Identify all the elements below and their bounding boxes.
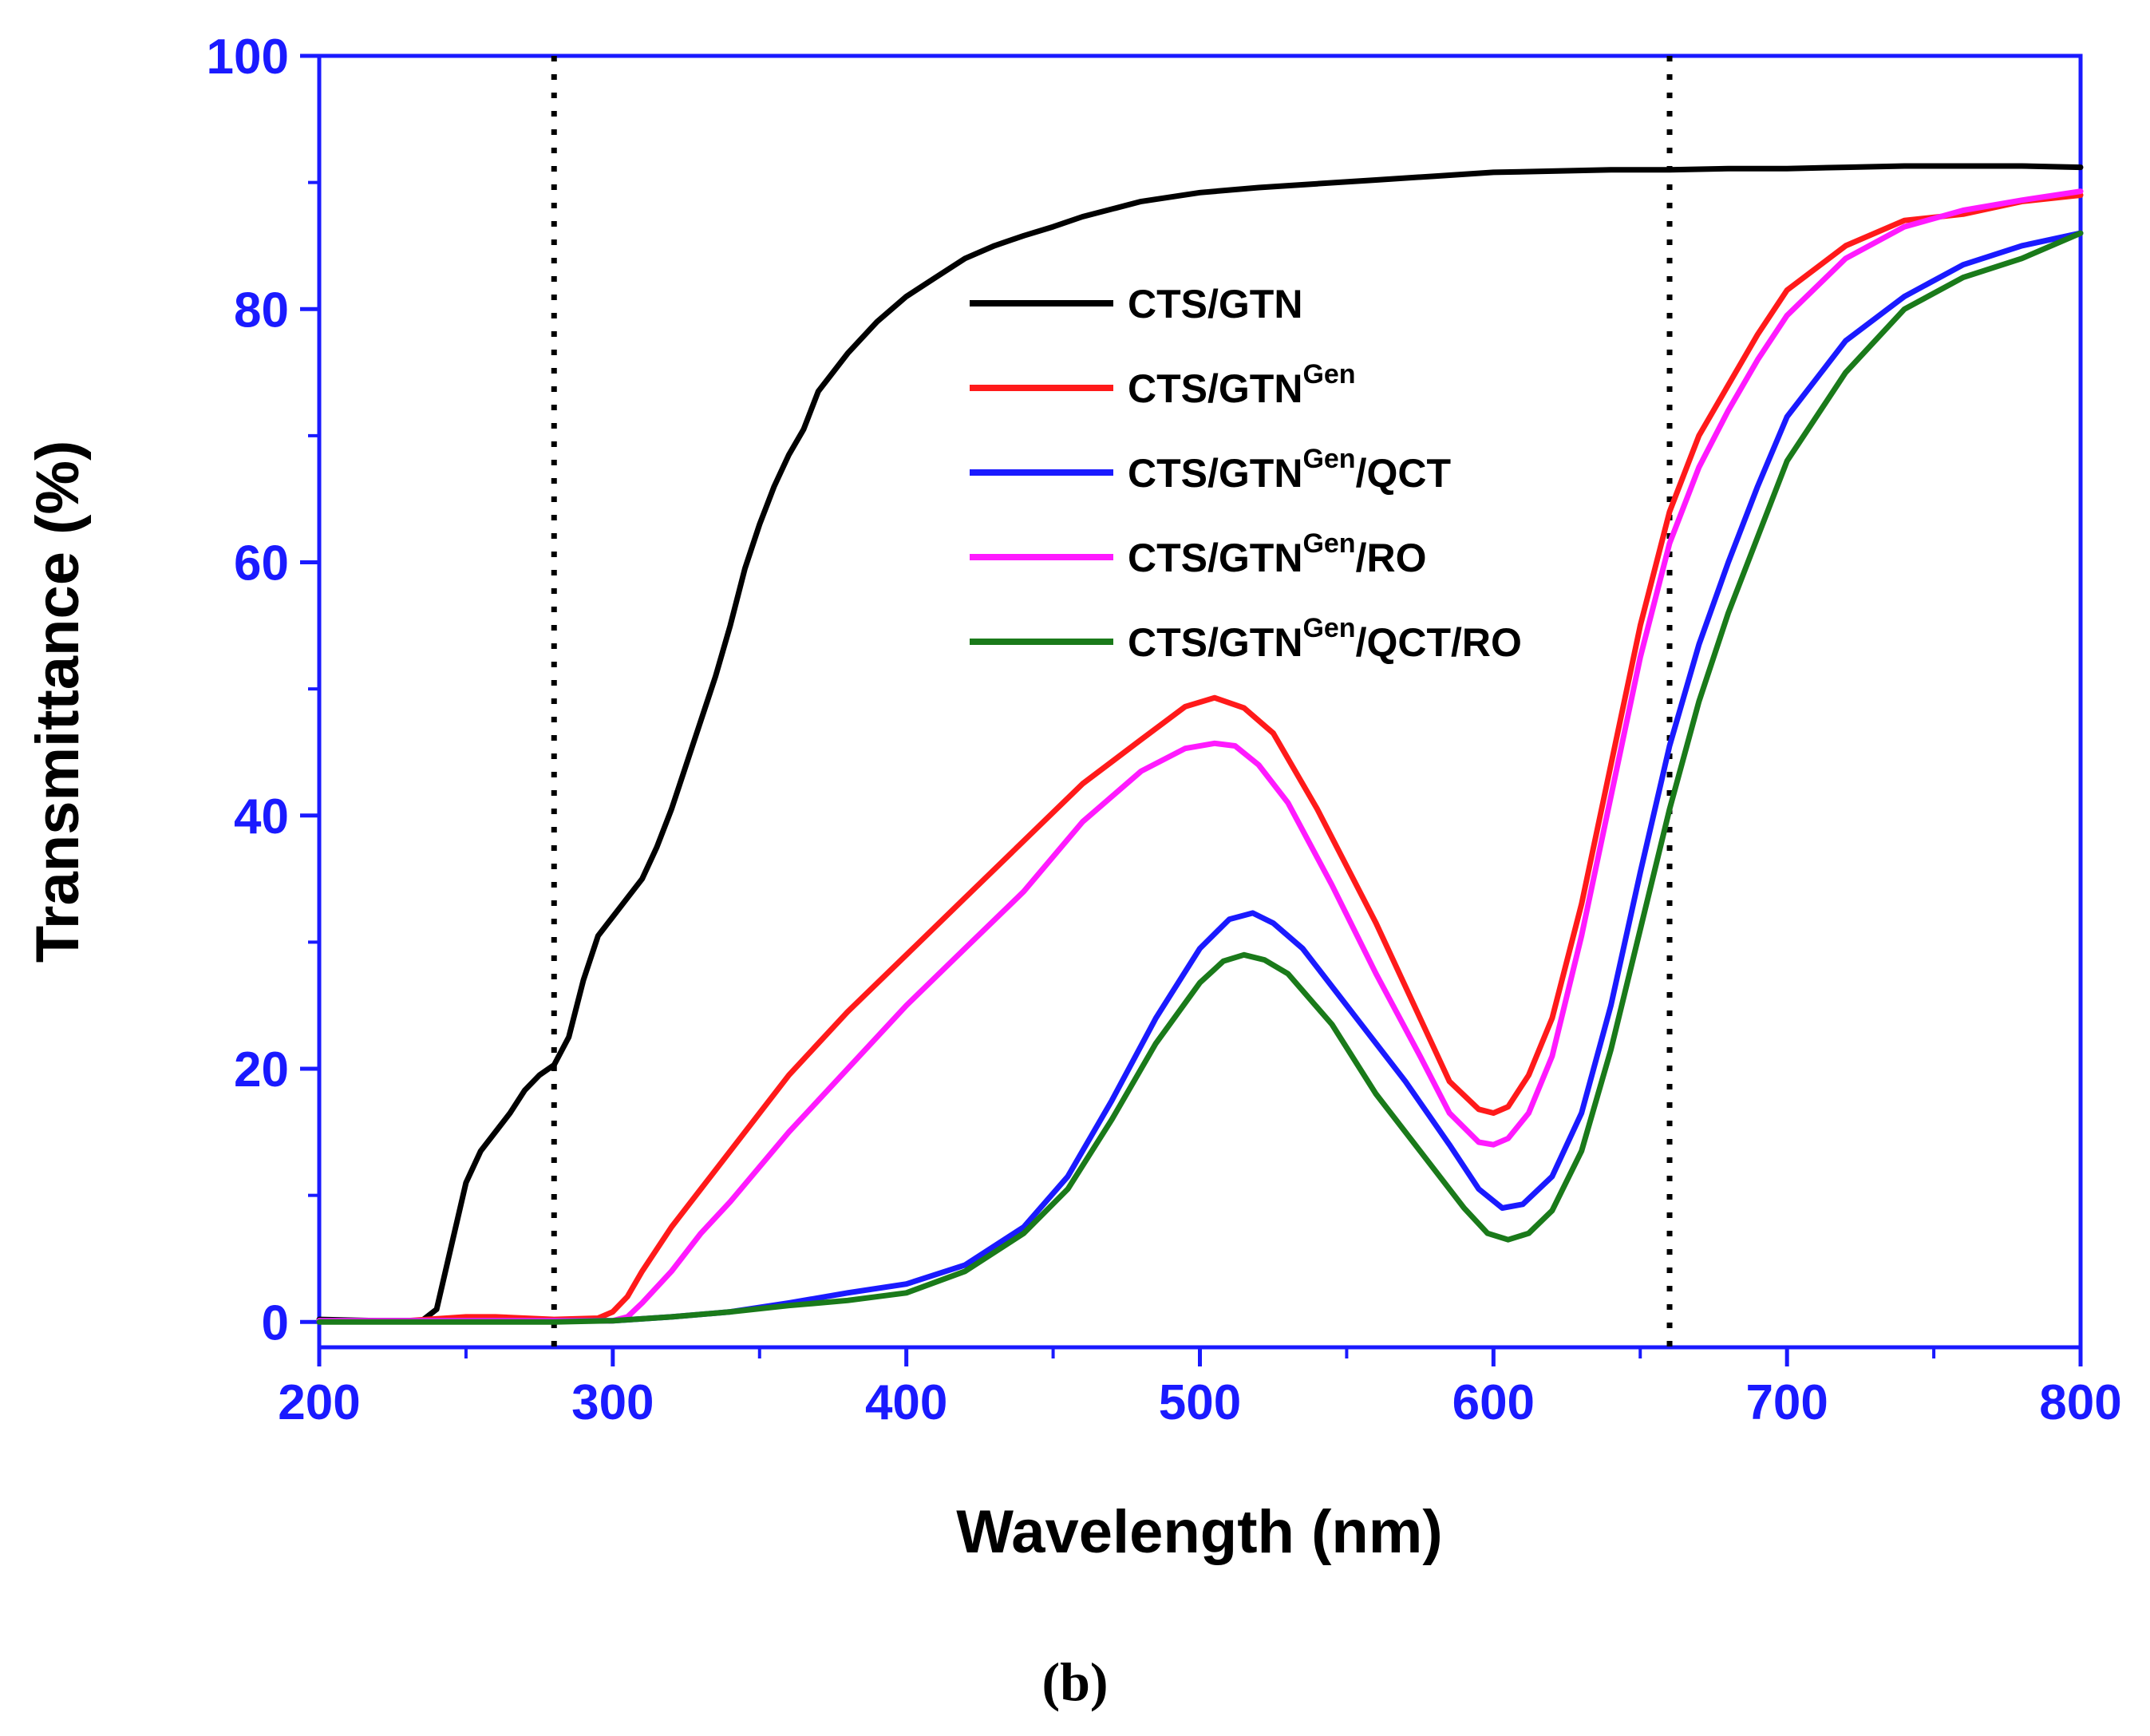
series-line <box>316 192 2084 1324</box>
y-axis-ticks: 0 20 40 60 80 100 <box>207 30 319 1350</box>
x-tick-label: 800 <box>2039 1375 2121 1430</box>
x-axis-ticks: 200 300 400 500 600 700 800 <box>278 1347 2122 1430</box>
x-axis-title: Wavelength (nm) <box>956 1498 1442 1566</box>
legend-label-superscript: Gen <box>1302 359 1355 390</box>
legend-label-suffix: /QCT/RO <box>1356 620 1522 665</box>
legend-label-base: CTS/GTN <box>1128 536 1302 580</box>
legend-label-base: CTS/GTN <box>1128 620 1302 665</box>
x-tick-label: 600 <box>1452 1375 1535 1430</box>
x-tick-label: 200 <box>278 1375 360 1430</box>
legend-label-base: CTS/GTN <box>1128 282 1302 326</box>
y-tick-label: 60 <box>234 536 289 591</box>
data-series <box>316 163 2084 1325</box>
legend-label: CTS/GTNGen/QCT/RO <box>1128 613 1522 665</box>
y-tick-label: 40 <box>234 789 289 844</box>
y-axis-title: Transmittance (%) <box>24 441 92 963</box>
y-tick-label: 20 <box>234 1042 289 1097</box>
y-tick-label: 0 <box>262 1295 289 1350</box>
legend-label-base: CTS/GTN <box>1128 451 1302 496</box>
legend: CTS/GTNCTS/GTNGenCTS/GTNGen/QCTCTS/GTNGe… <box>970 282 1522 665</box>
x-tick-label: 500 <box>1159 1375 1241 1430</box>
series-line <box>316 230 2084 1325</box>
legend-label-base: CTS/GTN <box>1128 366 1302 411</box>
legend-label-superscript: Gen <box>1302 444 1355 474</box>
legend-label-suffix: /QCT <box>1356 451 1451 496</box>
figure-caption: (b) <box>1041 1651 1108 1712</box>
legend-label: CTS/GTNGen/RO <box>1128 528 1426 580</box>
legend-label-superscript: Gen <box>1302 613 1355 643</box>
legend-label: CTS/GTN <box>1128 282 1302 326</box>
series-line <box>316 163 2084 1324</box>
series-line <box>316 188 2084 1324</box>
x-tick-label: 400 <box>865 1375 947 1430</box>
legend-label-superscript: Gen <box>1302 528 1355 559</box>
x-tick-label: 700 <box>1745 1375 1828 1430</box>
legend-label: CTS/GTNGen <box>1128 359 1356 411</box>
x-tick-label: 300 <box>571 1375 654 1430</box>
series-line <box>316 230 2084 1324</box>
y-tick-label: 100 <box>207 30 289 85</box>
reference-lines <box>551 56 1673 1347</box>
legend-label: CTS/GTNGen/QCT <box>1128 444 1451 496</box>
y-tick-label: 80 <box>234 283 289 338</box>
legend-label-suffix: /RO <box>1356 536 1427 580</box>
